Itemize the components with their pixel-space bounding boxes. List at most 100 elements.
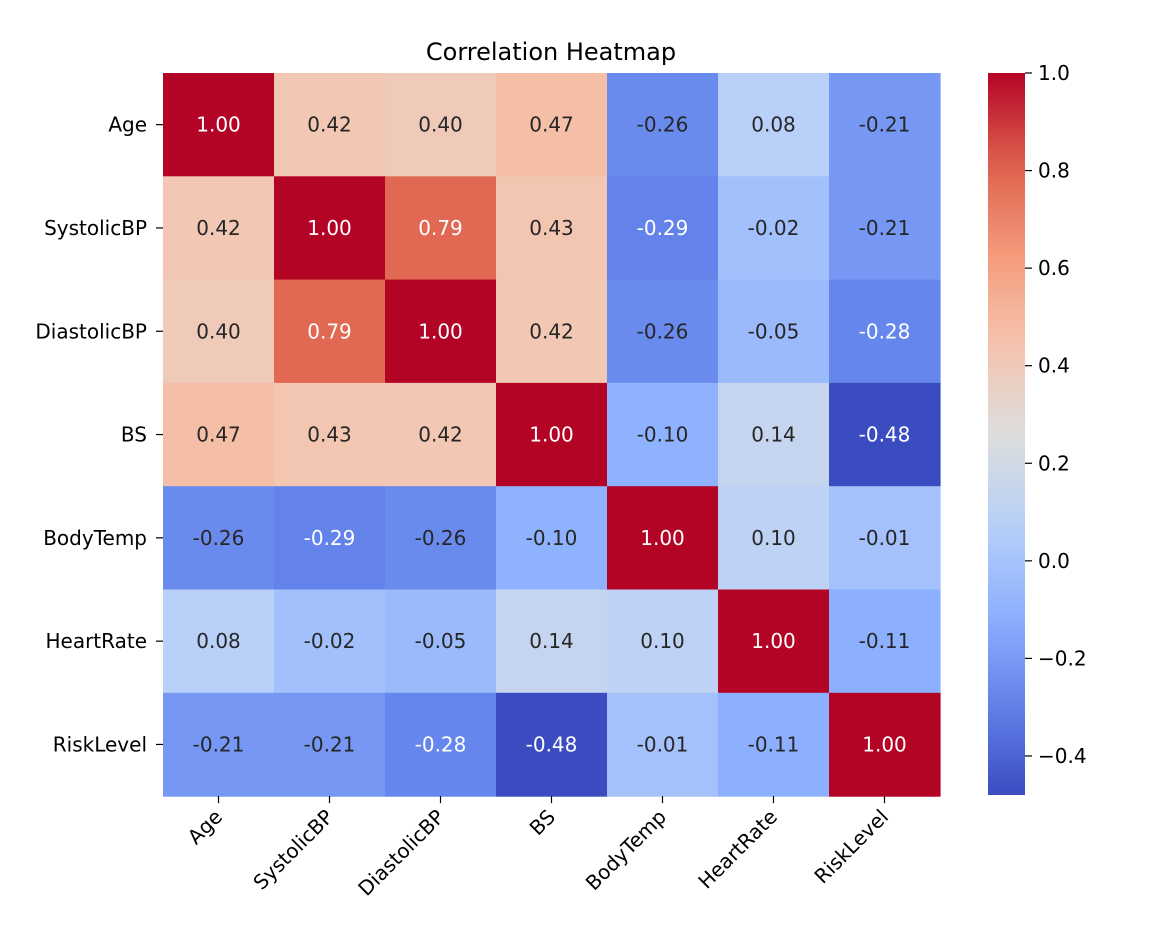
cell-value-label: 0.42	[418, 423, 463, 447]
heatmap-cells: 1.00 0.42 0.40 0.47 -0.26 0.08 -0.21 0.42 1.00 0.…	[163, 73, 941, 797]
y-tick-label-DiastolicBP: DiastolicBP	[35, 319, 147, 343]
cell-SystolicBP-HeartRate	[718, 176, 830, 281]
cell-value-label: -0.26	[637, 113, 689, 137]
cell-DiastolicBP-SystolicBP	[274, 279, 386, 384]
cell-HeartRate-BS	[496, 589, 608, 694]
cell-value-label: 1.00	[196, 113, 241, 137]
colorbar-tick-label: 0.2	[1038, 451, 1070, 475]
colorbar-tick-label: 1.0	[1038, 61, 1070, 85]
cell-BS-Age	[163, 382, 275, 487]
y-tick-label-SystolicBP: SystolicBP	[44, 216, 147, 240]
cell-value-label: 1.00	[418, 319, 463, 343]
cell-RiskLevel-RiskLevel	[829, 692, 941, 797]
cell-value-label: 1.00	[529, 423, 574, 447]
x-tick-label-RiskLevel: RiskLevel	[809, 805, 893, 889]
cell-Age-DiastolicBP	[385, 73, 497, 177]
cell-value-label: -0.02	[748, 216, 800, 240]
cell-HeartRate-SystolicBP	[274, 589, 386, 694]
cell-value-label: -0.26	[193, 526, 245, 550]
cell-BS-BodyTemp	[607, 382, 719, 487]
cell-Age-BS	[496, 73, 608, 177]
cell-value-label: -0.26	[637, 319, 689, 343]
cell-value-label: -0.11	[748, 732, 800, 756]
cell-BodyTemp-HeartRate	[718, 486, 830, 591]
cell-HeartRate-Age	[163, 589, 275, 694]
colorbar-tick-label: 0.8	[1038, 159, 1070, 183]
cell-value-label: 0.42	[307, 113, 352, 137]
cell-value-label: -0.21	[193, 732, 245, 756]
cell-RiskLevel-HeartRate	[718, 692, 830, 797]
cell-value-label: 0.08	[196, 629, 241, 653]
cell-DiastolicBP-BodyTemp	[607, 279, 719, 384]
cell-BodyTemp-RiskLevel	[829, 486, 941, 591]
cell-BS-DiastolicBP	[385, 382, 497, 487]
cell-value-label: -0.29	[637, 216, 689, 240]
y-tick-label-Age: Age	[108, 113, 147, 137]
cell-value-label: 1.00	[751, 629, 796, 653]
cell-SystolicBP-DiastolicBP	[385, 176, 497, 281]
cell-RiskLevel-Age	[163, 692, 275, 797]
cell-BS-RiskLevel	[829, 382, 941, 487]
cell-value-label: 1.00	[307, 216, 352, 240]
cell-value-label: 0.40	[196, 319, 241, 343]
x-tick-label-SystolicBP: SystolicBP	[248, 805, 338, 895]
cell-value-label: -0.29	[304, 526, 356, 550]
cell-value-label: -0.10	[637, 423, 689, 447]
cell-value-label: 0.42	[529, 319, 574, 343]
cell-RiskLevel-BodyTemp	[607, 692, 719, 797]
cell-value-label: -0.01	[859, 526, 911, 550]
y-axis: Age SystolicBP DiastolicBP BS BodyTemp HeartR…	[35, 113, 163, 756]
cell-value-label: -0.05	[748, 319, 800, 343]
cell-value-label: 0.14	[529, 629, 574, 653]
cell-value-label: -0.10	[526, 526, 578, 550]
cell-Age-RiskLevel	[829, 73, 941, 177]
cell-BS-SystolicBP	[274, 382, 386, 487]
cell-value-label: 0.47	[196, 423, 241, 447]
cell-value-label: -0.11	[859, 629, 911, 653]
y-tick-label-RiskLevel: RiskLevel	[53, 732, 147, 756]
cell-value-label: 0.08	[751, 113, 796, 137]
cell-Age-SystolicBP	[274, 73, 386, 177]
cell-value-label: -0.01	[637, 732, 689, 756]
x-tick-label-Age: Age	[183, 805, 227, 849]
cell-value-label: 0.43	[307, 423, 352, 447]
cell-SystolicBP-BodyTemp	[607, 176, 719, 281]
cell-SystolicBP-BS	[496, 176, 608, 281]
cell-value-label: 0.10	[751, 526, 796, 550]
cell-BS-BS	[496, 382, 608, 487]
cell-value-label: -0.48	[526, 732, 578, 756]
cell-value-label: -0.21	[859, 216, 911, 240]
cell-value-label: 0.47	[529, 113, 574, 137]
cell-value-label: -0.48	[859, 423, 911, 447]
cell-value-label: 0.42	[196, 216, 241, 240]
cell-RiskLevel-BS	[496, 692, 608, 797]
cell-HeartRate-HeartRate	[718, 589, 830, 694]
x-tick-label-HeartRate: HeartRate	[693, 805, 782, 894]
cell-value-label: -0.21	[304, 732, 356, 756]
cell-SystolicBP-Age	[163, 176, 275, 281]
cell-value-label: 0.79	[418, 216, 463, 240]
cell-HeartRate-DiastolicBP	[385, 589, 497, 694]
colorbar-gradient	[988, 73, 1025, 795]
cell-DiastolicBP-RiskLevel	[829, 279, 941, 384]
cell-DiastolicBP-HeartRate	[718, 279, 830, 384]
cell-value-label: -0.26	[415, 526, 467, 550]
x-axis: Age SystolicBP DiastolicBP BS BodyTemp HeartR…	[183, 796, 893, 901]
cell-value-label: -0.21	[859, 113, 911, 137]
colorbar-tick-label: −0.2	[1038, 646, 1087, 670]
chart-title: Correlation Heatmap	[426, 38, 676, 66]
cell-value-label: 0.14	[751, 423, 796, 447]
cell-HeartRate-RiskLevel	[829, 589, 941, 694]
cell-DiastolicBP-Age	[163, 279, 275, 384]
y-tick-label-BodyTemp: BodyTemp	[43, 526, 147, 550]
cell-value-label: 0.10	[640, 629, 685, 653]
cell-Age-HeartRate	[718, 73, 830, 177]
cell-BodyTemp-DiastolicBP	[385, 486, 497, 591]
cell-value-label: -0.28	[859, 319, 911, 343]
cell-value-label: 1.00	[862, 732, 907, 756]
colorbar-tick-label: 0.6	[1038, 256, 1070, 280]
colorbar-tick-label: 0.4	[1038, 354, 1070, 378]
y-tick-label-BS: BS	[121, 423, 147, 447]
